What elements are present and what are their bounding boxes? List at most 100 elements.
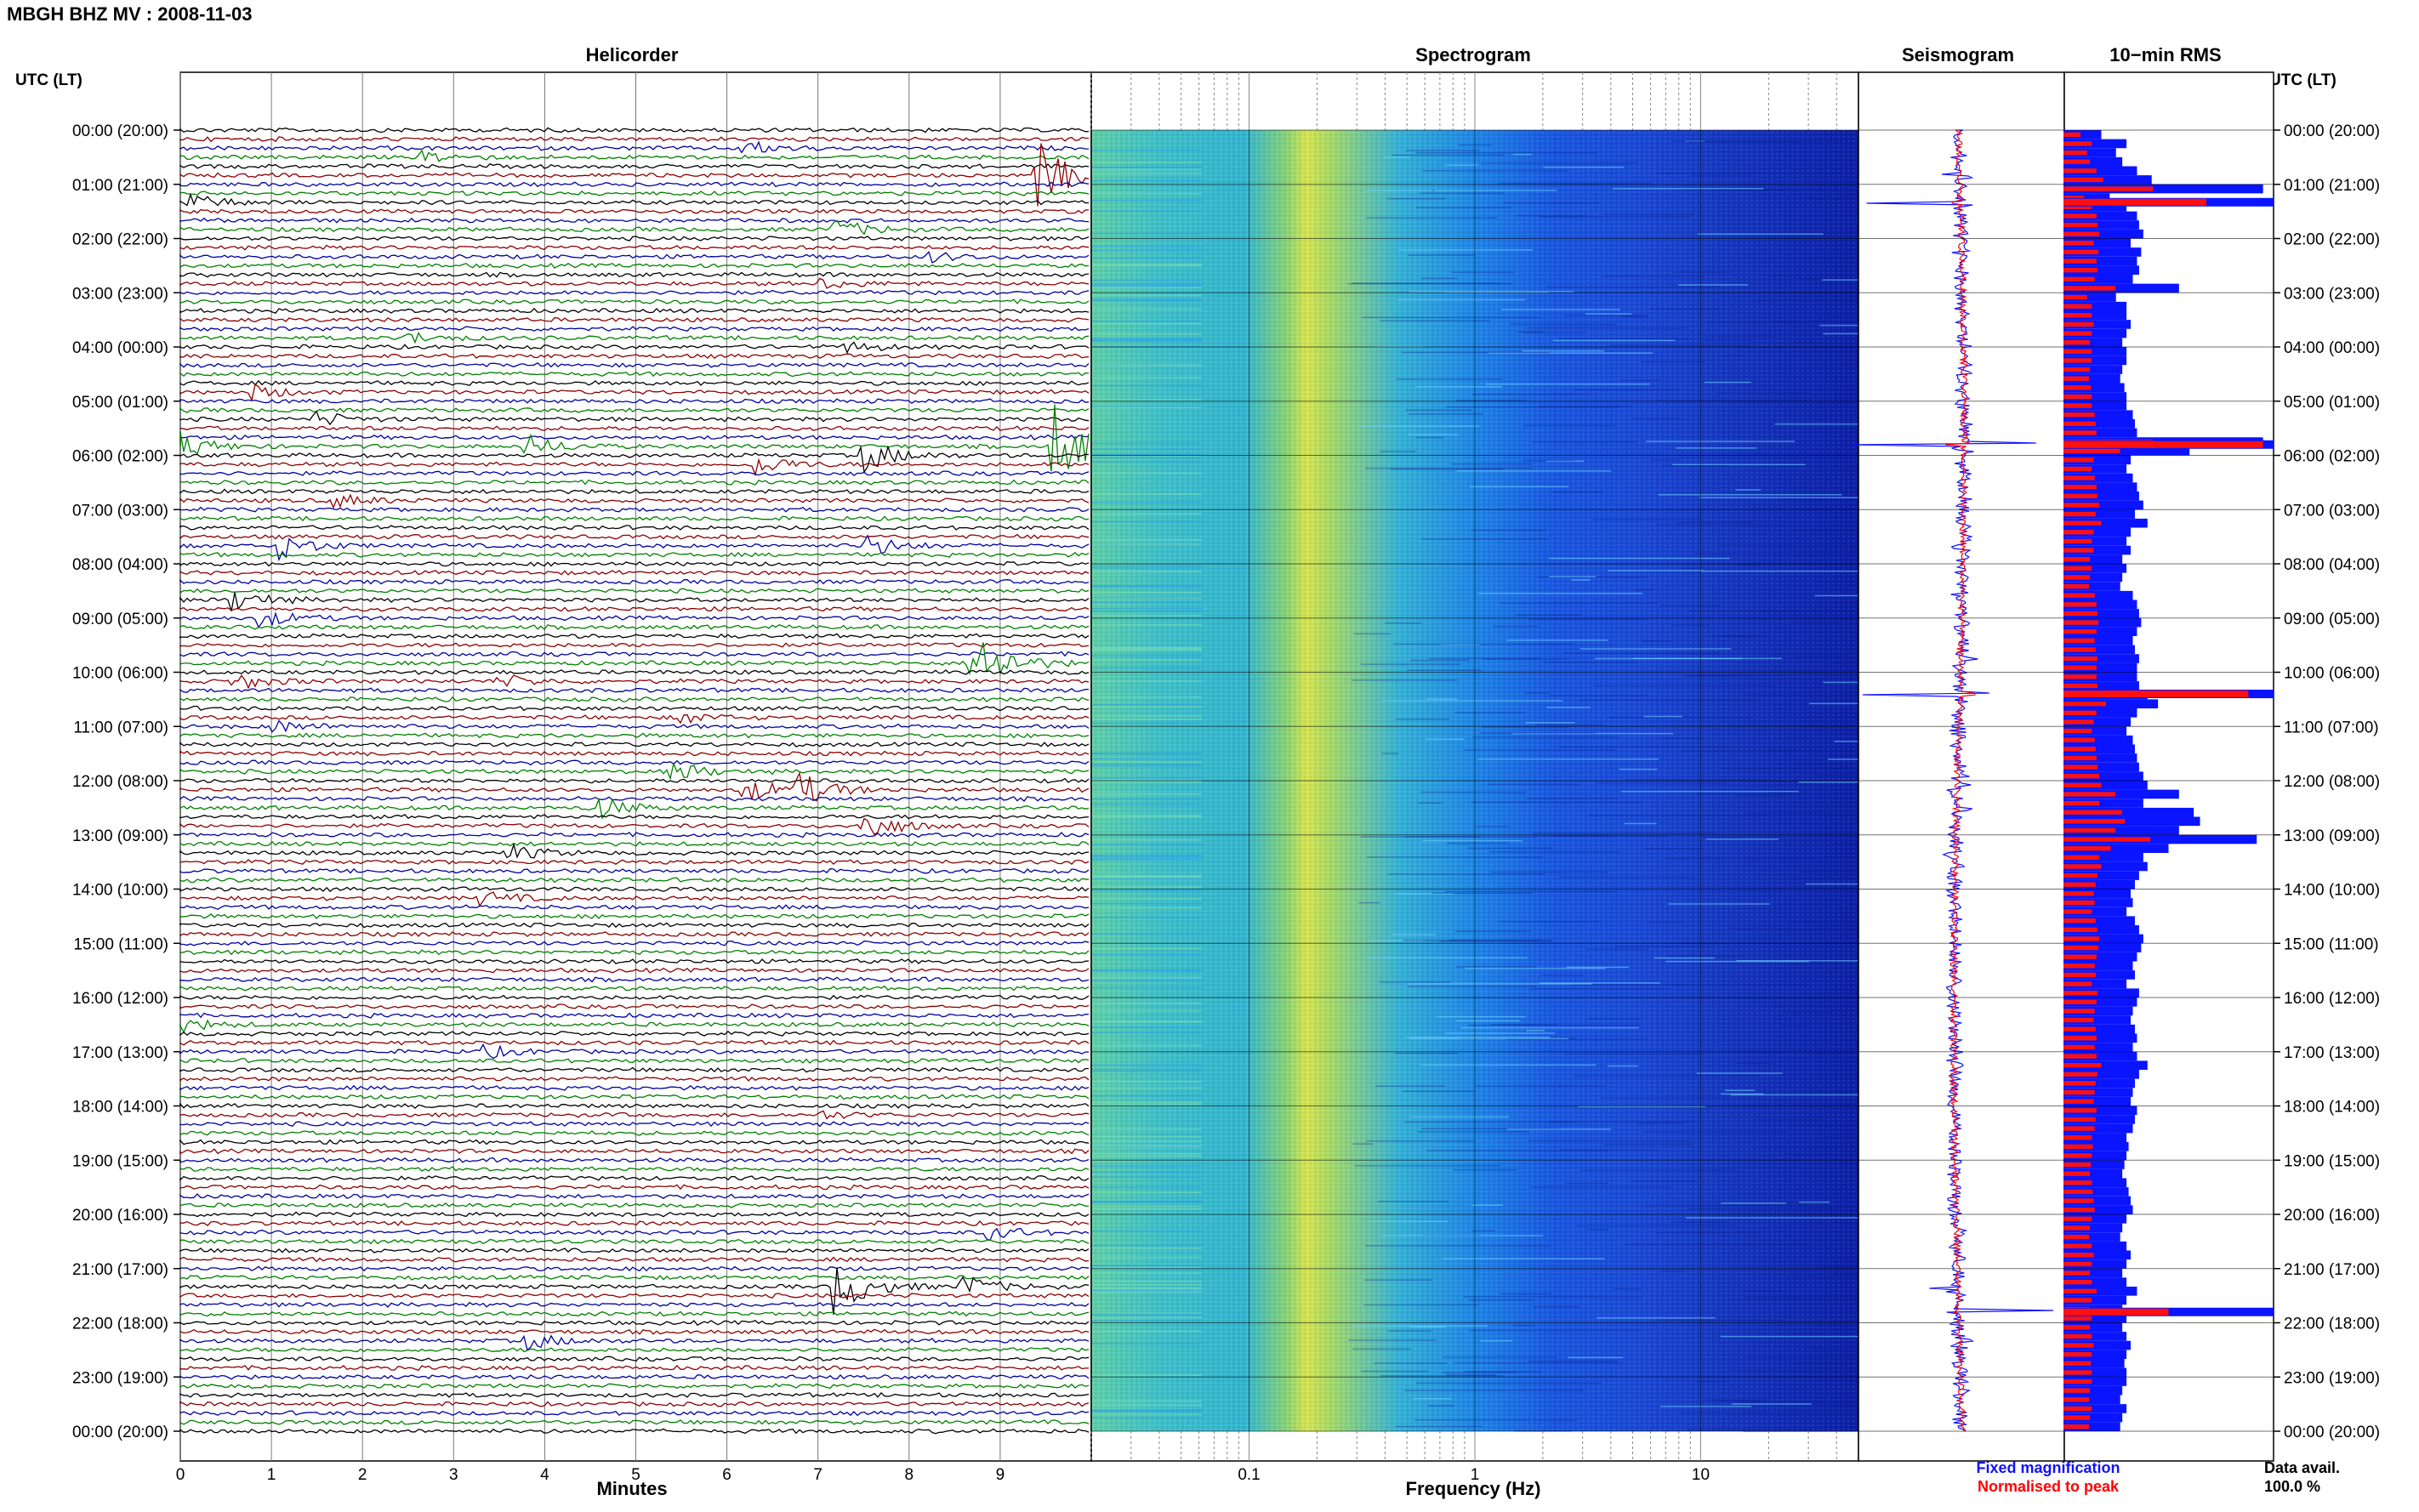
spectrogram-streak (1635, 588, 1653, 591)
y-tick-label-right: 18:00 (14:00) (2284, 1099, 2380, 1117)
rms-bar-fixed (2063, 1359, 2125, 1368)
y-tick-label-left: 20:00 (16:00) (72, 1207, 168, 1225)
y-tick-label-left: 16:00 (12:00) (72, 990, 168, 1008)
rms-bar-fixed (2063, 1015, 2132, 1025)
spectrogram-streak (1091, 1256, 1202, 1259)
rms-bar-fixed (2063, 320, 2132, 329)
spectrogram-streak (1701, 570, 1858, 572)
helicorder-trace-line (179, 162, 1090, 169)
spectrogram-streak (1643, 848, 1703, 850)
spectrogram-streak (1548, 557, 1730, 560)
rms-bar-fixed (2063, 1223, 2123, 1233)
spectrogram-streak (1091, 917, 1202, 918)
rms-bar-normalised (2063, 945, 2099, 951)
spectrogram-streak (1363, 1304, 1479, 1306)
spectrogram-streak (1091, 567, 1202, 569)
spectrogram-tick-label: 0.1 (1238, 1466, 1260, 1484)
rms-bar-fixed (2063, 1350, 2127, 1359)
helicorder-trace-line (179, 326, 1090, 333)
spectrogram-streak (1608, 716, 1750, 719)
rms-bar-normalised (2063, 792, 2116, 797)
spectrogram-streak (1624, 1243, 1806, 1245)
spectrogram-streak (1091, 933, 1202, 935)
rms-bar-fixed (2063, 998, 2137, 1007)
spectrogram-streak (1091, 597, 1202, 600)
helicorder-trace-line (179, 1202, 1090, 1208)
spectrogram-streak (1091, 781, 1202, 783)
rms-bar-normalised (2063, 1243, 2092, 1248)
rms-bar-fixed (2063, 401, 2127, 411)
rms-bar-normalised (2063, 602, 2097, 607)
spectrogram-streak (1091, 1094, 1202, 1097)
rms-bar-fixed (2063, 582, 2120, 591)
spectrogram-streak (1091, 1409, 1202, 1412)
spectrogram-streak (1091, 592, 1202, 594)
spectrogram-streak (1366, 217, 1498, 219)
rms-bar-fixed (2063, 609, 2139, 618)
rms-bar-fixed (2063, 654, 2139, 663)
spectrogram-streak (1747, 1356, 1858, 1358)
helicorder-trace-line (179, 1265, 1090, 1272)
spectrogram-streak (1532, 1419, 1577, 1421)
spectrogram-streak (1367, 1220, 1449, 1223)
y-tick-label-right: 15:00 (11:00) (2284, 935, 2379, 953)
spectrogram-streak (1091, 333, 1202, 335)
spectrogram-streak (1807, 1206, 1858, 1208)
spectrogram-streak (1665, 960, 1810, 963)
helicorder-trace-line (179, 560, 1090, 567)
spectrogram-streak (1091, 763, 1202, 765)
rms-bar-normalised (2063, 458, 2094, 463)
rms-bar-normalised (2063, 575, 2091, 580)
helicorder-panel (179, 71, 1092, 1462)
spectrogram-streak (1091, 969, 1202, 971)
spectrogram-streak (1730, 1094, 1858, 1096)
spectrogram-streak (1402, 1090, 1476, 1093)
spectrogram-streak (1367, 856, 1543, 858)
spectrogram-streak (1813, 581, 1858, 583)
spectrogram-streak (1091, 655, 1202, 657)
helicorder-trace-line (179, 1256, 1090, 1263)
y-tick-label-right: 10:00 (06:00) (2284, 665, 2380, 683)
spectrogram-streak (1415, 436, 1443, 439)
spectrogram-streak (1091, 1400, 1202, 1402)
rms-bar-fixed (2063, 184, 2263, 194)
rms-bar-normalised (2063, 485, 2097, 490)
rms-bar-fixed (2063, 1178, 2127, 1188)
y-tick-label-left: 14:00 (10:00) (72, 882, 168, 900)
rms-bar-fixed (2063, 1277, 2127, 1287)
spectrogram-streak (1826, 1136, 1858, 1139)
spectrogram-streak (1441, 644, 1480, 645)
spectrogram-streak (1602, 1097, 1768, 1099)
spectrogram-streak (1364, 1279, 1432, 1281)
spectrogram-streak (1653, 957, 1715, 959)
helicorder-title: Helicorder (586, 44, 679, 65)
helicorder-trace-line (179, 404, 1090, 472)
spectrogram-streak (1409, 1037, 1569, 1040)
spectrogram-streak (1091, 294, 1202, 297)
spectrogram-streak (1593, 685, 1775, 687)
spectrogram-streak (1566, 966, 1630, 969)
rms-bar-fixed (2063, 1196, 2132, 1206)
spectrogram-streak (1490, 1024, 1558, 1026)
spectrogram-streak (1091, 596, 1202, 599)
y-tick-label-right: 07:00 (03:00) (2284, 502, 2380, 520)
spectrogram-streak (1721, 1093, 1764, 1095)
spectrogram-streak (1091, 1288, 1202, 1290)
helicorder-trace-line (179, 1383, 1090, 1390)
rms-bar-fixed (2063, 301, 2127, 311)
rms-bar-fixed (2063, 1404, 2127, 1413)
spectrogram-streak (1091, 1272, 1202, 1275)
rms-bar-normalised (2063, 819, 2126, 824)
helicorder-trace-line (179, 1419, 1090, 1425)
spectrogram-streak (1790, 1124, 1858, 1126)
spectrogram-streak (1580, 1169, 1738, 1172)
rms-bar-fixed (2063, 328, 2127, 338)
spectrogram-streak (1403, 1121, 1575, 1123)
rms-bar-normalised (2063, 141, 2092, 146)
spectrogram-streak (1377, 1201, 1449, 1202)
rms-bar-normalised (2063, 294, 2087, 300)
rms-bar-fixed (2063, 500, 2143, 510)
rms-bar-fixed (2063, 662, 2137, 673)
rms-bar-normalised (2063, 511, 2096, 517)
helicorder-trace-line (179, 361, 1090, 368)
